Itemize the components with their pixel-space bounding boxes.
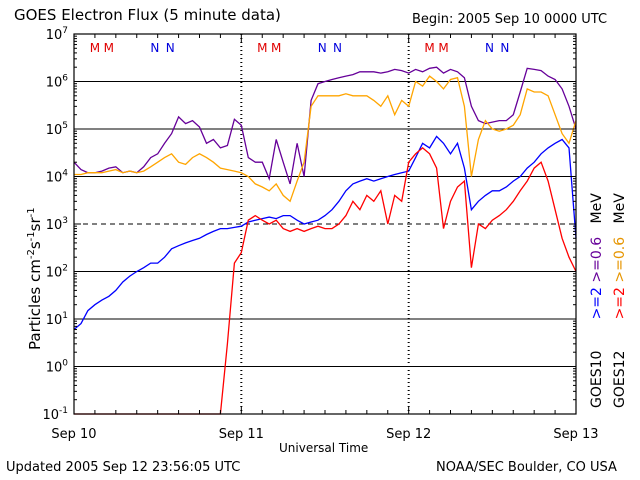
legend-goes12-mev: MeV (612, 193, 628, 224)
y-tick-label: 101 (46, 311, 68, 328)
legend-goes10-mev: MeV (589, 193, 605, 224)
y-axis-label: Particles cm-2s-1sr-1 (26, 207, 44, 350)
y-tick-label: 106 (46, 74, 69, 91)
marker-n: N (150, 41, 159, 55)
series-line-3 (74, 147, 577, 415)
chart-title: GOES Electron Flux (5 minute data) (14, 6, 281, 24)
marker-n: N (500, 41, 509, 55)
series-line-2 (73, 135, 577, 330)
y-tick-label: 100 (46, 359, 69, 376)
legend-goes10-2mev: >=2 (589, 287, 605, 320)
y-tick-label: 10-1 (42, 406, 68, 423)
marker-m: M (271, 41, 281, 55)
y-tick-label: 104 (46, 169, 69, 186)
x-tick-label: Sep 13 (553, 427, 598, 442)
marker-m: M (438, 41, 448, 55)
marker-n: N (333, 41, 342, 55)
marker-m: M (90, 41, 100, 55)
x-axis-label: Universal Time (279, 441, 369, 455)
legend-goes12: GOES12 >=2 >=0.6 MeV (612, 193, 628, 408)
credit: NOAA/SEC Boulder, CO USA (436, 460, 617, 475)
series-line-1 (74, 75, 577, 203)
begin-time: Begin: 2005 Sep 10 0000 UTC (412, 12, 608, 27)
y-tick-label: 105 (46, 121, 68, 138)
y-tick-label: 103 (46, 216, 68, 233)
x-tick-label: Sep 12 (386, 427, 431, 442)
legend-goes10-label: GOES10 (589, 350, 605, 408)
legend-goes12-2mev: >=2 (612, 287, 628, 320)
legend-goes10-06mev: >=0.6 (589, 236, 605, 283)
x-tick-label: Sep 10 (51, 427, 96, 442)
legend-goes12-06mev: >=0.6 (612, 236, 628, 283)
legend-goes12-label: GOES12 (612, 350, 628, 408)
y-tick-label: 102 (46, 264, 68, 281)
y-tick-label: 107 (46, 26, 68, 43)
marker-n: N (485, 41, 494, 55)
marker-n: N (166, 41, 175, 55)
marker-n: N (318, 41, 327, 55)
marker-m: M (257, 41, 267, 55)
x-tick-label: Sep 11 (219, 427, 264, 442)
series-line-0 (73, 66, 577, 185)
updated-timestamp: Updated 2005 Sep 12 23:56:05 UTC (6, 460, 241, 475)
marker-m: M (424, 41, 434, 55)
marker-m: M (104, 41, 114, 55)
legend-goes10: GOES10 >=2 >=0.6 MeV (589, 193, 605, 408)
